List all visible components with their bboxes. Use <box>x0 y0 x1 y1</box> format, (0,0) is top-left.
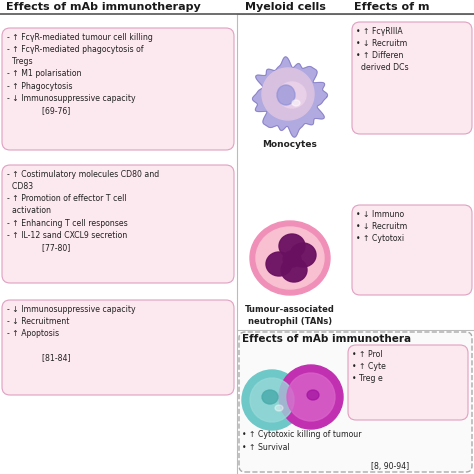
Ellipse shape <box>283 251 301 267</box>
Text: - ↓ Immunosuppressive capacity
- ↓ Recruitment
- ↑ Apoptosis

              [81-: - ↓ Immunosuppressive capacity - ↓ Recru… <box>7 305 136 363</box>
Circle shape <box>242 370 302 430</box>
Ellipse shape <box>279 234 305 258</box>
Text: - ↑ FcγR-mediated tumour cell killing
- ↑ FcγR-mediated phagocytosis of
  Tregs
: - ↑ FcγR-mediated tumour cell killing - … <box>7 33 153 115</box>
Ellipse shape <box>290 243 316 267</box>
Polygon shape <box>253 57 328 137</box>
Text: Myeloid cells: Myeloid cells <box>245 2 326 12</box>
Text: • ↓ Immuno
• ↓ Recruitm
• ↑ Cytotoxi: • ↓ Immuno • ↓ Recruitm • ↑ Cytotoxi <box>356 210 407 243</box>
Ellipse shape <box>275 405 283 411</box>
Ellipse shape <box>250 221 330 295</box>
Ellipse shape <box>277 85 295 105</box>
Text: • ↑ Prol
• ↑ Cyte
• Treg e: • ↑ Prol • ↑ Cyte • Treg e <box>352 350 386 383</box>
Ellipse shape <box>266 252 292 276</box>
Ellipse shape <box>307 390 319 400</box>
Text: Monocytes: Monocytes <box>263 140 318 149</box>
Text: Effects of mAb immunothera: Effects of mAb immunothera <box>242 334 411 344</box>
FancyBboxPatch shape <box>352 205 472 295</box>
Polygon shape <box>262 68 314 120</box>
Text: • ↑ FcγRIIIA
• ↓ Recruitm
• ↑ Differen
  derived DCs: • ↑ FcγRIIIA • ↓ Recruitm • ↑ Differen d… <box>356 27 409 73</box>
Circle shape <box>250 378 294 422</box>
Circle shape <box>279 365 343 429</box>
FancyBboxPatch shape <box>2 300 234 395</box>
Ellipse shape <box>262 390 278 404</box>
Text: Effects of mAb immunotherapy: Effects of mAb immunotherapy <box>6 2 201 12</box>
Text: [8, 90-94]: [8, 90-94] <box>371 462 409 471</box>
Circle shape <box>287 373 335 421</box>
Ellipse shape <box>256 227 324 289</box>
Text: • ↑ Cytotoxic killing of tumour
• ↑ Survival: • ↑ Cytotoxic killing of tumour • ↑ Surv… <box>242 430 362 452</box>
Text: Tumour-associated
neutrophil (TANs): Tumour-associated neutrophil (TANs) <box>245 305 335 326</box>
Ellipse shape <box>278 82 306 108</box>
FancyBboxPatch shape <box>2 28 234 150</box>
FancyBboxPatch shape <box>348 345 468 420</box>
FancyBboxPatch shape <box>239 332 472 472</box>
Text: Effects of m: Effects of m <box>354 2 429 12</box>
FancyBboxPatch shape <box>352 22 472 134</box>
Ellipse shape <box>292 100 300 106</box>
Text: - ↑ Costimulatory molecules CD80 and
  CD83
- ↑ Promotion of effector T cell
  a: - ↑ Costimulatory molecules CD80 and CD8… <box>7 170 159 252</box>
Ellipse shape <box>281 258 307 282</box>
FancyBboxPatch shape <box>2 165 234 283</box>
